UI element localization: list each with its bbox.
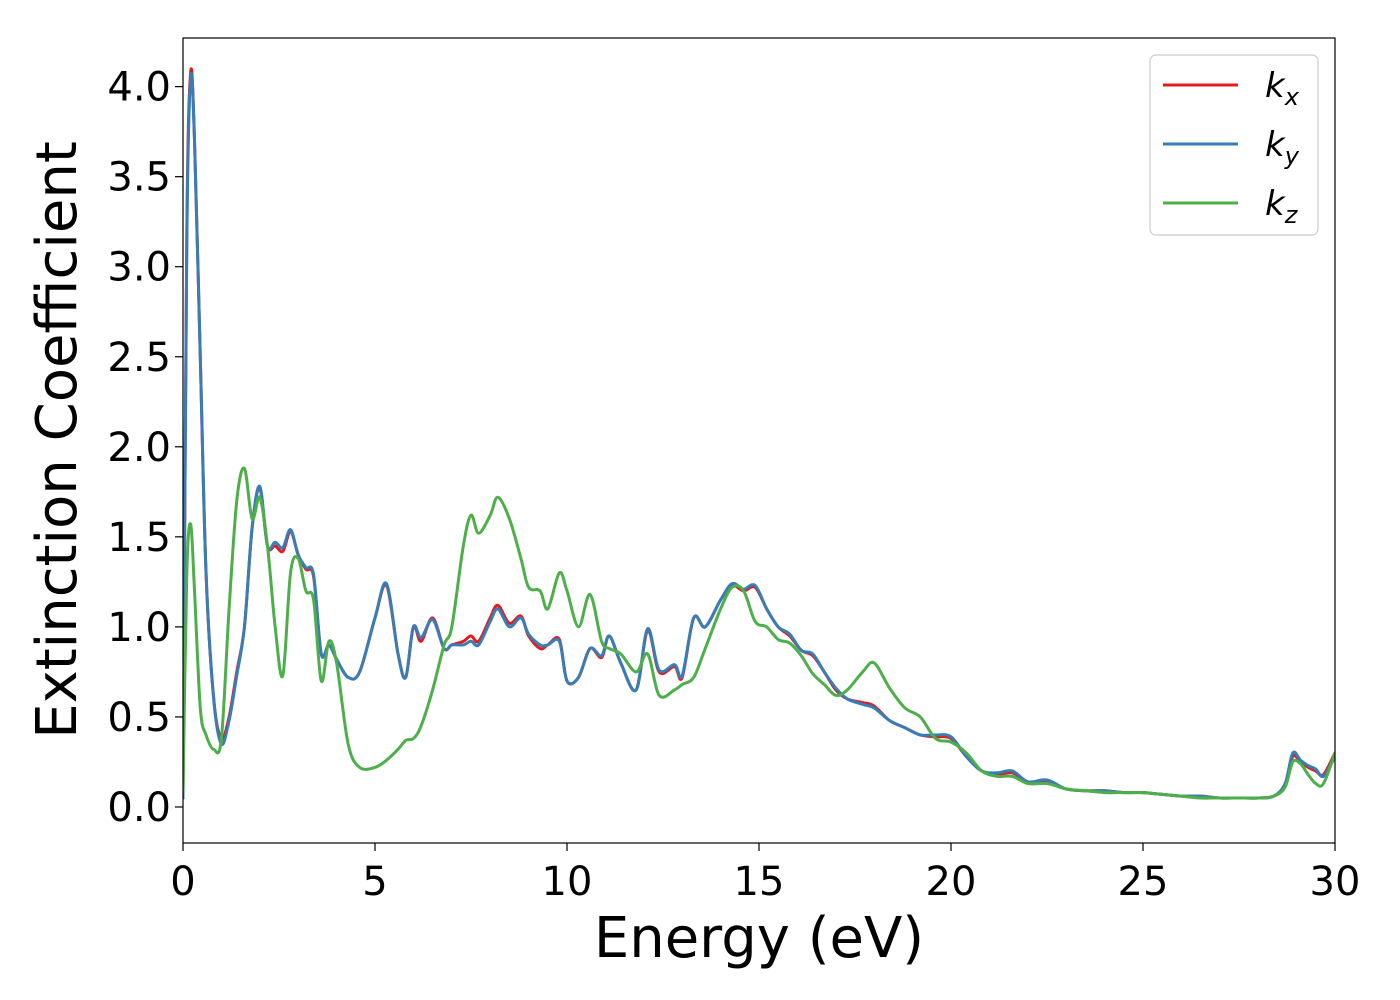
- y-tick-label: 4.0: [107, 65, 171, 111]
- x-tick-label: 30: [1310, 859, 1361, 905]
- x-tick-label: 25: [1118, 859, 1169, 905]
- y-tick-label: 3.0: [107, 245, 171, 291]
- y-axis-ticks: 0.0 0.5 1.0 1.5 2.0 2.5 3.0 3.5 4.0: [107, 65, 183, 831]
- legend-label-subscript: z: [1284, 201, 1299, 229]
- legend-label-subscript: y: [1284, 142, 1300, 170]
- x-tick-label: 15: [734, 859, 785, 905]
- legend-label-kx: kx: [1265, 66, 1300, 111]
- series-line-kz: [183, 466, 1335, 800]
- legend-label-ky: ky: [1265, 125, 1300, 170]
- legend-label-main: k: [1265, 66, 1286, 106]
- legend-label-subscript: x: [1284, 83, 1300, 111]
- y-tick-label: 2.0: [107, 425, 171, 471]
- x-axis-title: Energy (eV): [594, 906, 924, 971]
- y-tick-label: 0.5: [107, 695, 171, 741]
- x-tick-label: 5: [362, 859, 387, 905]
- x-tick-label: 20: [926, 859, 977, 905]
- legend-label-main: k: [1265, 184, 1286, 224]
- x-tick-label: 0: [170, 859, 195, 905]
- y-tick-label: 3.5: [107, 155, 171, 201]
- legend-label-main: k: [1265, 125, 1286, 165]
- series-layer: [183, 67, 1335, 800]
- y-axis-title: Extinction Coefficient: [25, 141, 90, 739]
- y-tick-label: 1.5: [107, 515, 171, 561]
- x-axis-ticks: 0 5 10 15 20 25 30: [170, 843, 1360, 905]
- y-tick-label: 2.5: [107, 335, 171, 381]
- y-tick-label: 0.0: [107, 785, 171, 831]
- legend-label-kz: kz: [1265, 184, 1299, 229]
- y-tick-label: 1.0: [107, 605, 171, 651]
- x-tick-label: 10: [542, 859, 593, 905]
